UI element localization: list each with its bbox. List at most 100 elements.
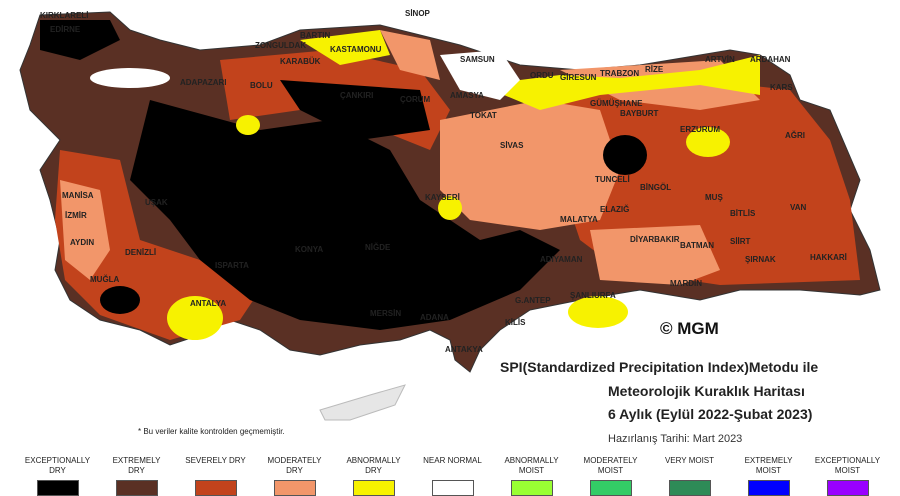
- legend-label: EXCEPTIONALLY DRY: [24, 456, 91, 475]
- legend-swatch: [589, 480, 632, 496]
- city-label: EDİRNE: [50, 25, 81, 34]
- exceptional-zone: [130, 100, 560, 330]
- city-label: MARDİN: [670, 279, 702, 288]
- city-label: ÇORUM: [400, 95, 431, 104]
- moderate-zone: [60, 180, 110, 280]
- credit: © MGM: [660, 319, 719, 338]
- city-label: BAYBURT: [620, 109, 658, 118]
- normal-zone: [440, 50, 520, 100]
- exceptional-zone: [40, 20, 120, 60]
- legend-item: EXTREMELY MOIST: [729, 456, 808, 496]
- city-label: UŞAK: [145, 198, 168, 207]
- legend-swatch: [668, 480, 711, 496]
- city-label: BARTIN: [300, 31, 330, 40]
- city-label: SAMSUN: [460, 55, 495, 64]
- turkey-map: [19, 11, 881, 421]
- legend-item: SEVERELY DRY: [176, 456, 255, 496]
- abnormal-dry-zone: [568, 296, 628, 328]
- city-label: ADANA: [420, 313, 449, 322]
- city-label: BİNGÖL: [640, 183, 671, 192]
- city-label: AYDIN: [70, 238, 94, 247]
- title-line: 6 Aylık (Eylül 2022-Şubat 2023): [608, 406, 812, 422]
- prepared-date: Hazırlanış Tarihi: Mart 2023: [608, 433, 742, 445]
- city-label: BİTLİS: [730, 209, 756, 218]
- city-label: KIRKLARELİ: [40, 11, 88, 20]
- legend-label: NEAR NORMAL: [423, 456, 482, 465]
- city-label: GİRESUN: [560, 73, 597, 82]
- legend-swatch: [36, 480, 79, 496]
- legend-label: EXTREMELY MOIST: [744, 456, 793, 475]
- moderate-zone: [590, 225, 720, 285]
- city-label: RİZE: [645, 65, 664, 74]
- abnormal-dry-zone: [167, 296, 223, 340]
- city-label: GÜMÜŞHANE: [590, 99, 643, 108]
- cyprus: [319, 384, 406, 421]
- city-label: TUNCELİ: [595, 175, 630, 184]
- legend-item: NEAR NORMAL: [413, 456, 492, 496]
- abnormal-dry-zone: [480, 55, 760, 110]
- exceptional-zone: [280, 80, 430, 140]
- moderate-zone: [380, 30, 440, 80]
- legend-label: VERY MOIST: [664, 456, 715, 465]
- legend-swatch: [431, 480, 474, 496]
- city-label: ANTAKYA: [445, 345, 483, 354]
- legend-item: EXTREMELY DRY: [97, 456, 176, 496]
- city-label: AĞRI: [785, 131, 805, 140]
- legend-swatch: [352, 480, 395, 496]
- city-label: NİĞDE: [365, 243, 391, 252]
- exceptional-zone: [603, 135, 647, 175]
- city-label: G.ANTEP: [515, 296, 551, 305]
- city-label: SİVAS: [500, 141, 524, 150]
- moderate-zone: [440, 100, 620, 230]
- legend-swatch: [510, 480, 553, 496]
- legend-label: EXCEPTIONALLY MOIST: [814, 456, 881, 475]
- city-label: KARABÜK: [280, 57, 321, 66]
- legend-swatch: [115, 480, 158, 496]
- legend-item: MODERATELY MOIST: [571, 456, 650, 496]
- legend-item: MODERATELY DRY: [255, 456, 334, 496]
- title-line: SPI(Standardized Precipitation Index)Met…: [500, 359, 818, 375]
- city-label: TRABZON: [600, 69, 639, 78]
- note: * Bu veriler kalite kontrolden geçmemişt…: [138, 427, 285, 436]
- legend: EXCEPTIONALLY DRY EXTREMELY DRY SEVERELY D…: [18, 456, 888, 496]
- city-label: ISPARTA: [215, 261, 249, 270]
- legend-item: ABNORMALLY DRY: [334, 456, 413, 496]
- legend-item: ABNORMALLY MOIST: [492, 456, 571, 496]
- city-label: SİNOP: [405, 9, 431, 18]
- city-label: DİYARBAKIR: [630, 235, 680, 244]
- marmara-sea: [90, 68, 170, 88]
- city-label: ŞANLIURFA: [570, 291, 616, 300]
- legend-label: ABNORMALLY DRY: [346, 456, 401, 475]
- abnormal-dry-zone: [300, 30, 390, 65]
- city-label: TOKAT: [470, 111, 497, 120]
- city-label: SİİRT: [730, 237, 751, 246]
- city-label: KİLİS: [505, 318, 526, 327]
- legend-label: EXTREMELY DRY: [112, 456, 161, 475]
- exceptional-zone: [100, 286, 140, 314]
- city-label: ADAPAZARI: [180, 78, 227, 87]
- abnormal-dry-zone: [686, 127, 730, 157]
- city-label: ADIYAMAN: [540, 255, 583, 264]
- city-label: KARS: [770, 83, 793, 92]
- legend-swatch: [273, 480, 316, 496]
- legend-swatch: [747, 480, 790, 496]
- city-label: ZONGULDAK: [255, 41, 306, 50]
- city-label: BOLU: [250, 81, 273, 90]
- city-label: BATMAN: [680, 241, 714, 250]
- city-label: VAN: [790, 203, 807, 212]
- city-label: KASTAMONU: [330, 45, 382, 54]
- city-label: MUŞ: [705, 193, 723, 202]
- city-label: MALATYA: [560, 215, 598, 224]
- city-label: ŞIRNAK: [745, 255, 776, 264]
- city-label: HAKKARİ: [810, 253, 847, 262]
- city-label: ARTVİN: [705, 55, 735, 64]
- city-label: MUĞLA: [90, 275, 120, 284]
- city-label: MERSİN: [370, 309, 401, 318]
- legend-swatch: [194, 480, 237, 496]
- legend-label: MODERATELY MOIST: [583, 456, 638, 475]
- city-label: ELAZIĞ: [600, 205, 629, 214]
- city-label: ANTALYA: [190, 299, 226, 308]
- title-line: Meteorolojik Kuraklık Haritası: [608, 383, 805, 399]
